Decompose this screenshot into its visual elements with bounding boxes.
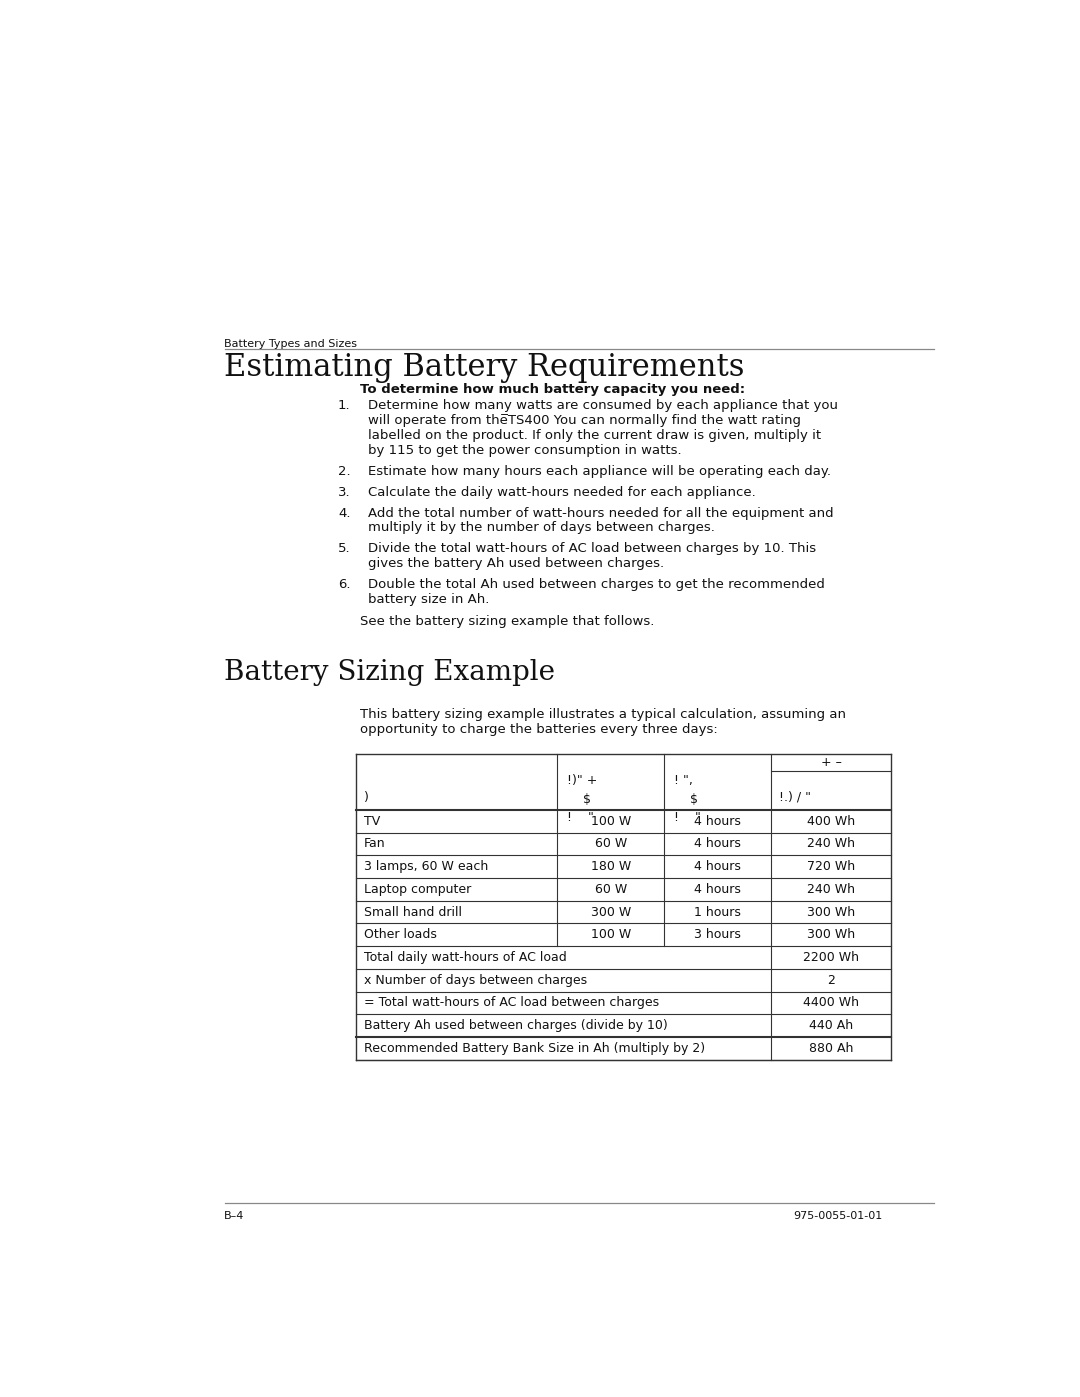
Text: x Number of days between charges: x Number of days between charges xyxy=(364,974,586,986)
Text: Laptop computer: Laptop computer xyxy=(364,883,471,895)
Text: !)" +
    $
!    ": !)" + $ ! " xyxy=(567,774,597,824)
Text: gives the battery Ah used between charges.: gives the battery Ah used between charge… xyxy=(367,557,663,570)
Text: Other loads: Other loads xyxy=(364,928,436,942)
Text: 6.: 6. xyxy=(338,578,350,591)
Text: 2: 2 xyxy=(827,974,835,986)
Text: Double the total Ah used between charges to get the recommended: Double the total Ah used between charges… xyxy=(367,578,824,591)
Text: Fan: Fan xyxy=(364,837,386,851)
Text: 4.: 4. xyxy=(338,507,350,520)
Text: 240 Wh: 240 Wh xyxy=(807,837,855,851)
Text: 300 W: 300 W xyxy=(591,905,631,919)
Text: opportunity to charge the batteries every three days:: opportunity to charge the batteries ever… xyxy=(360,722,717,736)
Text: by 115 to get the power consumption in watts.: by 115 to get the power consumption in w… xyxy=(367,444,681,457)
Text: Battery Sizing Example: Battery Sizing Example xyxy=(225,659,555,686)
Text: 3.: 3. xyxy=(338,486,350,499)
Text: 1.: 1. xyxy=(338,400,350,412)
Text: B–4: B–4 xyxy=(225,1211,244,1221)
Text: Estimating Battery Requirements: Estimating Battery Requirements xyxy=(225,352,744,383)
Text: = Total watt-hours of AC load between charges: = Total watt-hours of AC load between ch… xyxy=(364,996,659,1010)
Text: TV: TV xyxy=(364,814,380,827)
Text: multiply it by the number of days between charges.: multiply it by the number of days betwee… xyxy=(367,521,714,535)
Text: 4 hours: 4 hours xyxy=(694,883,741,895)
Text: 2.: 2. xyxy=(338,465,350,478)
Text: 4 hours: 4 hours xyxy=(694,814,741,827)
Text: Small hand drill: Small hand drill xyxy=(364,905,461,919)
Text: 720 Wh: 720 Wh xyxy=(807,861,855,873)
Text: !.) / ": !.) / " xyxy=(779,791,811,803)
Text: battery size in Ah.: battery size in Ah. xyxy=(367,592,489,606)
Text: 60 W: 60 W xyxy=(595,883,627,895)
Text: + –: + – xyxy=(821,756,841,770)
Text: 2200 Wh: 2200 Wh xyxy=(802,951,859,964)
Text: 440 Ah: 440 Ah xyxy=(809,1020,853,1032)
Text: Total daily watt-hours of AC load: Total daily watt-hours of AC load xyxy=(364,951,566,964)
Text: ): ) xyxy=(364,791,368,803)
Text: 975-0055-01-01: 975-0055-01-01 xyxy=(794,1211,882,1221)
Text: will operate from the̅TS400 You can normally find the watt rating: will operate from the̅TS400 You can norm… xyxy=(367,414,800,427)
Text: 180 W: 180 W xyxy=(591,861,631,873)
Text: Calculate the daily watt-hours needed for each appliance.: Calculate the daily watt-hours needed fo… xyxy=(367,486,755,499)
Text: 60 W: 60 W xyxy=(595,837,627,851)
Text: Recommended Battery Bank Size in Ah (multiply by 2): Recommended Battery Bank Size in Ah (mul… xyxy=(364,1042,705,1055)
Text: This battery sizing example illustrates a typical calculation, assuming an: This battery sizing example illustrates … xyxy=(360,708,846,721)
Text: 300 Wh: 300 Wh xyxy=(807,928,855,942)
Text: 4 hours: 4 hours xyxy=(694,837,741,851)
Text: ! ",
    $
!    ": ! ", $ ! " xyxy=(674,774,701,824)
Text: Battery Ah used between charges (divide by 10): Battery Ah used between charges (divide … xyxy=(364,1020,667,1032)
Text: Divide the total watt-hours of AC load between charges by 10. This: Divide the total watt-hours of AC load b… xyxy=(367,542,815,556)
Text: 3 lamps, 60 W each: 3 lamps, 60 W each xyxy=(364,861,488,873)
Text: 4400 Wh: 4400 Wh xyxy=(802,996,859,1010)
Text: Estimate how many hours each appliance will be operating each day.: Estimate how many hours each appliance w… xyxy=(367,465,831,478)
Text: 400 Wh: 400 Wh xyxy=(807,814,855,827)
Text: 880 Ah: 880 Ah xyxy=(809,1042,853,1055)
Text: Determine how many watts are consumed by each appliance that you: Determine how many watts are consumed by… xyxy=(367,400,837,412)
Text: labelled on the product. If only the current draw is given, multiply it: labelled on the product. If only the cur… xyxy=(367,429,821,441)
Text: See the battery sizing example that follows.: See the battery sizing example that foll… xyxy=(360,615,654,629)
Text: 300 Wh: 300 Wh xyxy=(807,905,855,919)
Text: 240 Wh: 240 Wh xyxy=(807,883,855,895)
Text: 3 hours: 3 hours xyxy=(694,928,741,942)
Text: 5.: 5. xyxy=(338,542,350,556)
Text: 1 hours: 1 hours xyxy=(694,905,741,919)
Text: To determine how much battery capacity you need:: To determine how much battery capacity y… xyxy=(360,383,745,397)
Text: Add the total number of watt-hours needed for all the equipment and: Add the total number of watt-hours neede… xyxy=(367,507,833,520)
Text: Battery Types and Sizes: Battery Types and Sizes xyxy=(225,338,357,349)
Text: 100 W: 100 W xyxy=(591,814,631,827)
Text: 100 W: 100 W xyxy=(591,928,631,942)
Text: 4 hours: 4 hours xyxy=(694,861,741,873)
